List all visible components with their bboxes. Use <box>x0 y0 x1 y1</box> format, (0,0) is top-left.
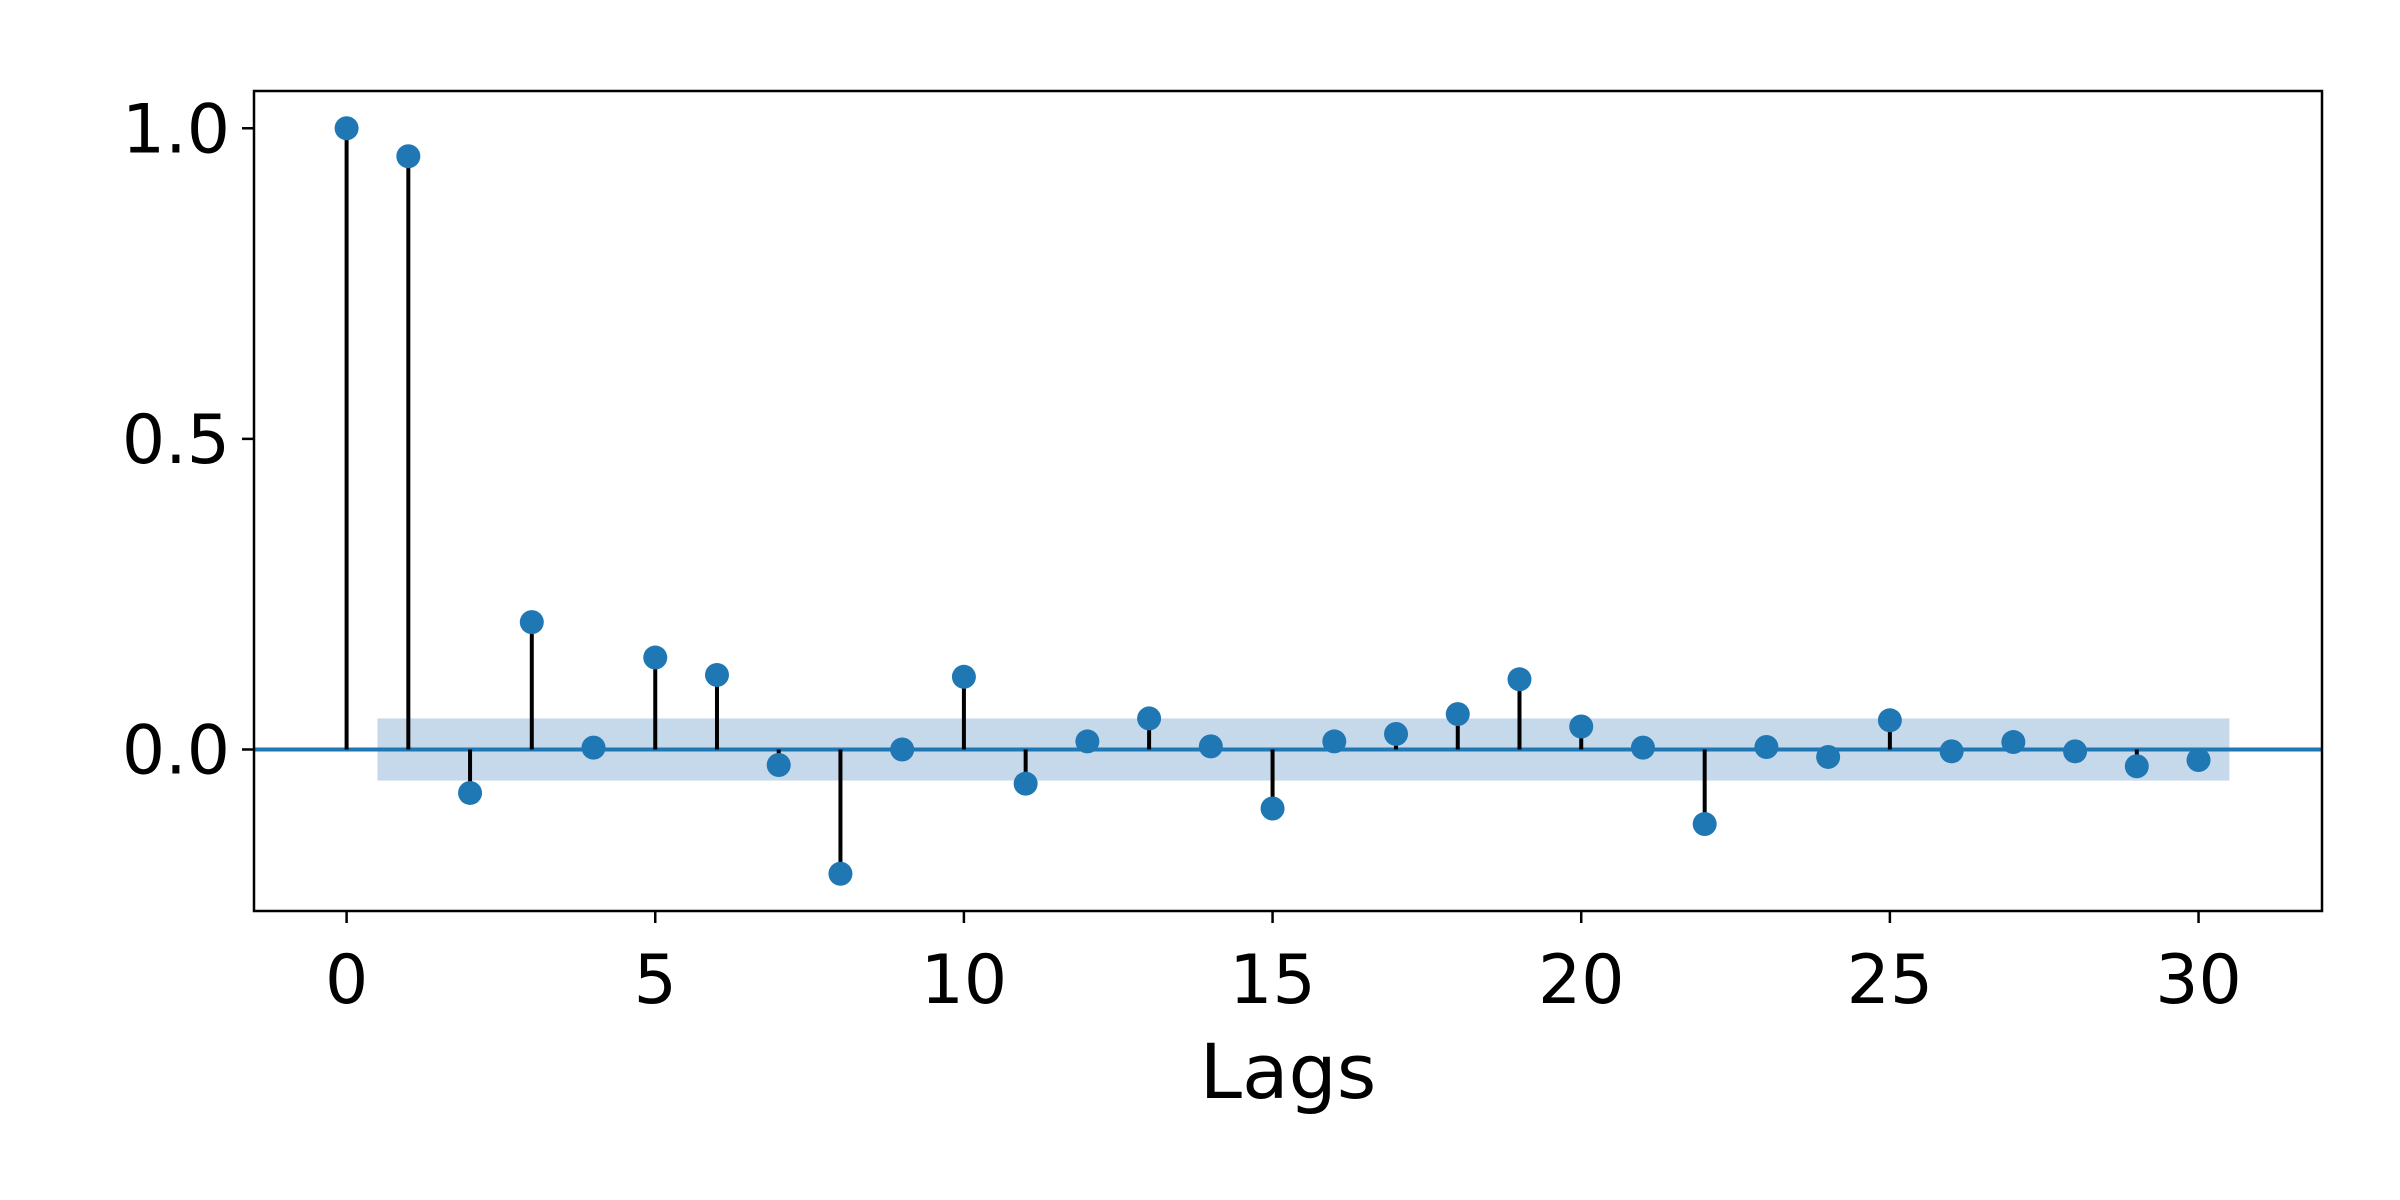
marker-lag-29 <box>2124 754 2149 779</box>
marker-lag-14 <box>1198 734 1223 759</box>
x-tick-label-10: 10 <box>921 941 1008 1020</box>
x-axis-label: Lags <box>1200 1027 1377 1116</box>
x-tick-label-5: 5 <box>634 941 677 1020</box>
x-tick-label-25: 25 <box>1847 941 1934 1020</box>
marker-lag-1 <box>396 144 421 169</box>
x-ticks-layer: 0 5 10 15 20 25 30 <box>325 911 2242 1020</box>
y-tick-label-0: 0.0 <box>122 711 230 790</box>
marker-lag-7 <box>766 753 791 778</box>
marker-lag-13 <box>1137 706 1162 731</box>
marker-lag-24 <box>1816 744 1841 769</box>
marker-lag-12 <box>1075 729 1100 754</box>
markers-layer <box>334 116 2211 886</box>
marker-lag-18 <box>1445 702 1470 727</box>
marker-lag-25 <box>1877 708 1902 733</box>
x-tick-label-15: 15 <box>1229 941 1316 1020</box>
marker-lag-2 <box>458 780 483 805</box>
marker-lag-27 <box>2001 730 2026 755</box>
marker-lag-23 <box>1754 735 1779 759</box>
marker-lag-26 <box>1939 739 1964 764</box>
marker-lag-15 <box>1260 796 1285 821</box>
y-tick-label-2: 1.0 <box>122 90 230 169</box>
marker-lag-17 <box>1384 721 1409 746</box>
marker-lag-3 <box>519 610 544 635</box>
y-ticks-layer: 0.0 0.5 1.0 <box>122 90 254 790</box>
marker-lag-22 <box>1692 812 1717 837</box>
marker-lag-11 <box>1013 771 1038 796</box>
y-tick-label-1: 0.5 <box>122 401 230 480</box>
plot-frame <box>252 89 2324 913</box>
marker-lag-8 <box>828 861 853 886</box>
marker-lag-30 <box>2186 748 2211 773</box>
x-tick-label-0: 0 <box>325 941 368 1020</box>
marker-lag-28 <box>2063 739 2088 764</box>
marker-lag-20 <box>1569 714 1594 739</box>
marker-lag-9 <box>890 737 915 762</box>
marker-lag-10 <box>951 664 976 689</box>
marker-lag-4 <box>581 735 606 760</box>
x-tick-label-30: 30 <box>2155 941 2242 1020</box>
marker-lag-21 <box>1630 735 1655 760</box>
marker-lag-16 <box>1322 729 1347 754</box>
marker-lag-5 <box>643 645 668 670</box>
marker-lag-19 <box>1507 667 1532 692</box>
x-tick-label-20: 20 <box>1538 941 1625 1020</box>
marker-lag-6 <box>704 662 729 687</box>
marker-lag-0 <box>334 116 359 141</box>
